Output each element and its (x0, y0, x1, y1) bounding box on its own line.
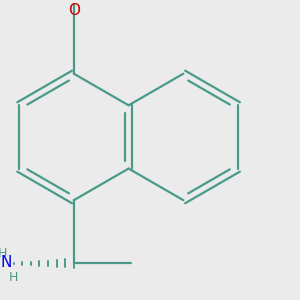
Text: N: N (1, 255, 12, 270)
Text: O: O (68, 3, 80, 18)
Text: H: H (0, 247, 7, 260)
Text: H: H (8, 271, 18, 284)
